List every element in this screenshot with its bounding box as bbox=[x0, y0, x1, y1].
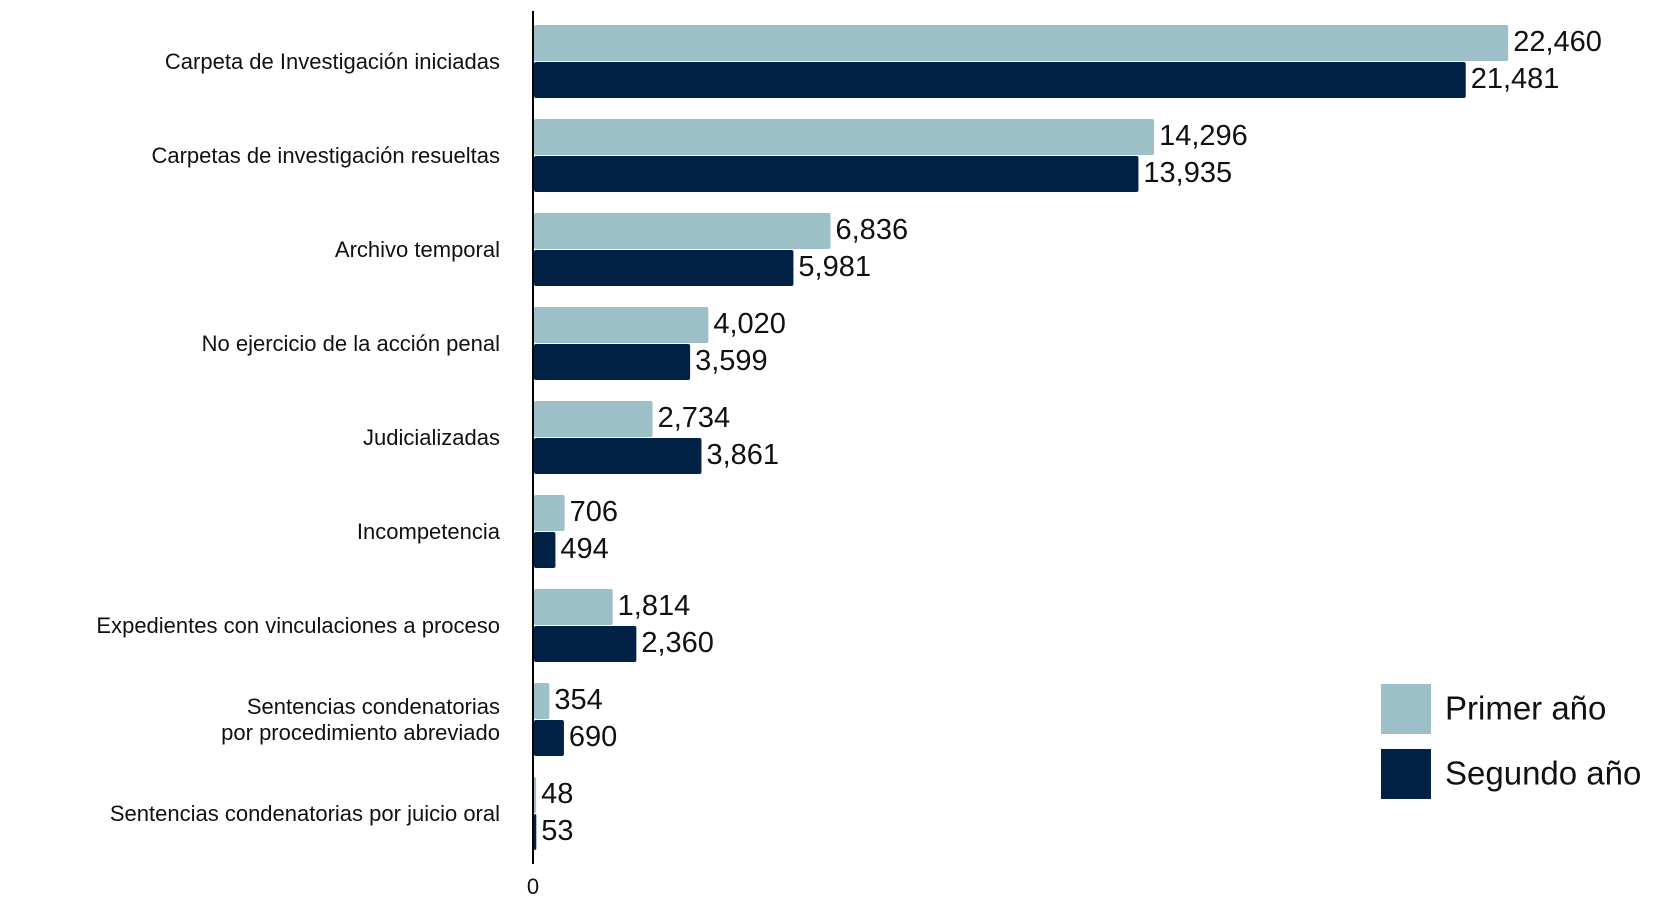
category-label: No ejercicio de la acción penal bbox=[201, 331, 500, 356]
value-label: 1,814 bbox=[618, 590, 691, 622]
bar bbox=[534, 62, 1466, 98]
value-label: 706 bbox=[570, 496, 618, 528]
bar bbox=[534, 25, 1509, 61]
bar bbox=[534, 344, 691, 380]
bar bbox=[534, 589, 613, 625]
legend-label: Primer año bbox=[1445, 690, 1606, 727]
bar bbox=[534, 495, 565, 531]
legend-label: Segundo año bbox=[1445, 755, 1641, 792]
bar bbox=[534, 532, 556, 568]
bar bbox=[534, 814, 537, 850]
x-tick-label: 0 bbox=[527, 874, 539, 898]
bar bbox=[534, 777, 537, 813]
value-label: 690 bbox=[569, 721, 617, 753]
bar bbox=[534, 626, 637, 662]
bar bbox=[534, 683, 550, 719]
category-label: Carpetas de investigación resueltas bbox=[151, 143, 500, 168]
bar bbox=[534, 156, 1139, 192]
category-label: Judicializadas bbox=[363, 425, 500, 450]
category-label: Expedientes con vinculaciones a proceso bbox=[96, 613, 500, 638]
bar bbox=[534, 307, 709, 343]
value-label: 494 bbox=[560, 533, 608, 565]
bar bbox=[534, 213, 831, 249]
value-label: 5,981 bbox=[798, 251, 871, 283]
category-label: Archivo temporal bbox=[334, 237, 500, 262]
bar bbox=[534, 438, 702, 474]
category-label: Carpeta de Investigación iniciadas bbox=[164, 49, 500, 74]
category-label: Sentencias condenatorias por juicio oral bbox=[109, 801, 500, 826]
value-label: 2,360 bbox=[641, 627, 714, 659]
value-label: 3,599 bbox=[695, 345, 768, 377]
value-label: 14,296 bbox=[1159, 120, 1248, 152]
bar bbox=[534, 401, 653, 437]
value-label: 354 bbox=[554, 684, 602, 716]
value-label: 22,460 bbox=[1513, 26, 1602, 58]
value-label: 6,836 bbox=[836, 214, 909, 246]
legend-swatch bbox=[1381, 684, 1431, 734]
value-label: 21,481 bbox=[1471, 63, 1560, 95]
value-label: 13,935 bbox=[1143, 157, 1232, 189]
bar bbox=[534, 119, 1155, 155]
value-label: 48 bbox=[541, 778, 573, 810]
legend-swatch bbox=[1381, 749, 1431, 799]
value-label: 2,734 bbox=[658, 402, 731, 434]
value-label: 4,020 bbox=[713, 308, 786, 340]
bar bbox=[534, 720, 564, 756]
value-label: 3,861 bbox=[706, 439, 779, 471]
bar bbox=[534, 250, 794, 286]
category-label: Incompetencia bbox=[356, 519, 500, 544]
value-label: 53 bbox=[541, 815, 573, 847]
category-label: Sentencias condenatorias por procedimien… bbox=[221, 694, 500, 745]
